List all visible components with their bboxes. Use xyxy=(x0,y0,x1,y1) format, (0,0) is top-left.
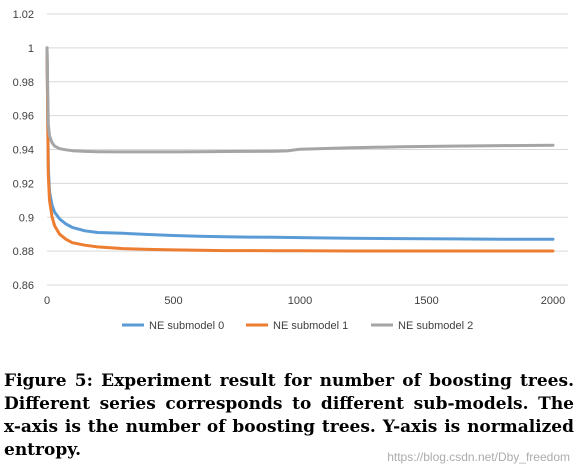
y-axis-tick-labels: 0.86 0.88 0.9 0.92 0.94 0.96 0.98 1 1.02 xyxy=(13,9,34,292)
x-tick-label: 1000 xyxy=(288,295,312,307)
y-tick-label: 0.9 xyxy=(19,212,34,224)
y-tick-label: 0.88 xyxy=(13,246,34,258)
legend: NE submodel 0 NE submodel 1 NE submodel 2 xyxy=(122,320,473,332)
y-tick-label: 0.92 xyxy=(13,178,34,190)
x-axis-tick-labels: 0 500 1000 1500 2000 xyxy=(44,295,565,307)
series-lines xyxy=(45,46,555,253)
y-tick-label: 0.94 xyxy=(13,145,34,157)
y-tick-label: 0.96 xyxy=(13,111,34,123)
x-tick-label: 0 xyxy=(44,295,50,307)
x-tick-label: 2000 xyxy=(541,295,565,307)
gridlines xyxy=(47,13,568,252)
y-tick-label: 1.02 xyxy=(13,9,34,21)
y-tick-label: 0.86 xyxy=(13,280,34,292)
legend-label: NE submodel 0 xyxy=(149,320,224,332)
x-tick-label: 1500 xyxy=(414,295,438,307)
y-tick-label: 1 xyxy=(28,43,34,55)
watermark-url: https://blog.csdn.net/Dby_freedom xyxy=(387,450,570,464)
legend-label: NE submodel 1 xyxy=(273,320,348,332)
legend-label: NE submodel 2 xyxy=(398,320,473,332)
line-chart: 0.86 0.88 0.9 0.92 0.94 0.96 0.98 1 1.02 0 500 100… xyxy=(13,9,568,332)
series-line-1 xyxy=(45,46,555,253)
y-tick-label: 0.98 xyxy=(13,77,34,89)
figure-caption: Figure 5: Experiment result for number o… xyxy=(4,371,574,460)
x-tick-label: 500 xyxy=(164,295,182,307)
series-line-2 xyxy=(45,46,555,154)
series-line-0 xyxy=(45,46,555,241)
